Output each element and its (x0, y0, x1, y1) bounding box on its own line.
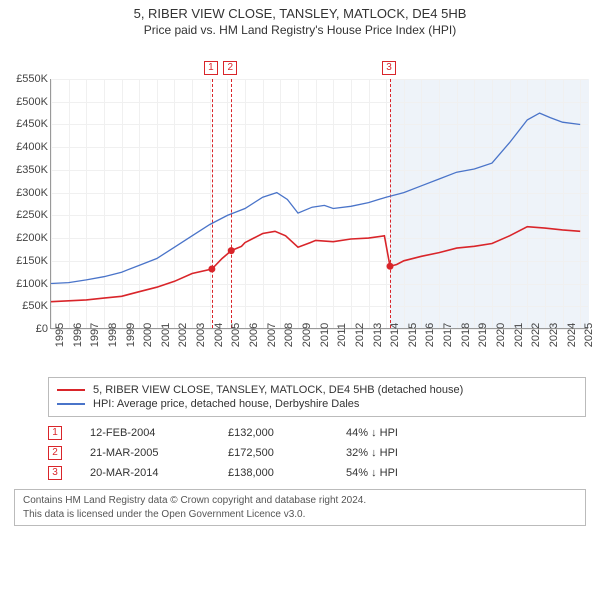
ytick-label: £200K (2, 232, 48, 244)
xtick-label: 2025 (583, 323, 595, 347)
xtick-label: 2016 (424, 323, 436, 347)
xtick-label: 1997 (89, 323, 101, 347)
event-number-box: 3 (48, 466, 62, 480)
series-svg (51, 79, 589, 329)
xtick-label: 1998 (107, 323, 119, 347)
chart: £0 £50K £100K £150K £200K £250K £300K £350K £400… (0, 39, 600, 369)
ytick-label: £100K (2, 278, 48, 290)
xtick-label: 2004 (213, 323, 225, 347)
xtick-label: 2011 (336, 323, 348, 347)
event-dot (387, 263, 394, 270)
legend-swatch (57, 403, 85, 405)
xtick-label: 2005 (230, 323, 242, 347)
event-row: 3 20-MAR-2014 £138,000 54% ↓ HPI (48, 463, 586, 483)
xtick-label: 2000 (142, 323, 154, 347)
event-number-box: 2 (48, 446, 62, 460)
event-date: 20-MAR-2014 (90, 467, 200, 479)
event-price: £138,000 (228, 467, 318, 479)
event-price: £132,000 (228, 427, 318, 439)
legend-item: HPI: Average price, detached house, Derb… (57, 398, 577, 410)
event-dot (228, 247, 235, 254)
xtick-label: 2012 (354, 323, 366, 347)
title-subtitle: Price paid vs. HM Land Registry's House … (8, 23, 592, 37)
footer-license: Contains HM Land Registry data © Crown c… (14, 489, 586, 526)
xtick-label: 2001 (160, 323, 172, 347)
xtick-label: 2013 (372, 323, 384, 347)
xtick-label: 2022 (530, 323, 542, 347)
event-delta: 44% ↓ HPI (346, 427, 436, 439)
ytick-label: £550K (2, 73, 48, 85)
xtick-label: 2017 (442, 323, 454, 347)
xtick-label: 2010 (319, 323, 331, 347)
title-address: 5, RIBER VIEW CLOSE, TANSLEY, MATLOCK, D… (8, 6, 592, 21)
event-row: 2 21-MAR-2005 £172,500 32% ↓ HPI (48, 443, 586, 463)
xtick-label: 2018 (460, 323, 472, 347)
event-marker-box: 3 (382, 61, 396, 75)
xtick-label: 2020 (495, 323, 507, 347)
xtick-label: 2021 (513, 323, 525, 347)
xtick-label: 2023 (548, 323, 560, 347)
xtick-label: 1996 (72, 323, 84, 347)
legend-label: 5, RIBER VIEW CLOSE, TANSLEY, MATLOCK, D… (93, 384, 463, 396)
events-table: 1 12-FEB-2004 £132,000 44% ↓ HPI 2 21-MAR-200… (48, 423, 586, 483)
event-marker-box: 1 (204, 61, 218, 75)
series-hpi (51, 113, 580, 283)
xtick-label: 2007 (266, 323, 278, 347)
event-number-box: 1 (48, 426, 62, 440)
xtick-label: 2008 (283, 323, 295, 347)
event-delta: 32% ↓ HPI (346, 447, 436, 459)
xtick-label: 2024 (566, 323, 578, 347)
footer-line1: Contains HM Land Registry data © Crown c… (23, 494, 577, 508)
ytick-label: £450K (2, 118, 48, 130)
xtick-label: 2009 (301, 323, 313, 347)
xtick-label: 1999 (125, 323, 137, 347)
plot-area (50, 79, 588, 329)
xtick-label: 2015 (407, 323, 419, 347)
footer-line2: This data is licensed under the Open Gov… (23, 508, 577, 522)
event-marker-box: 2 (223, 61, 237, 75)
event-price: £172,500 (228, 447, 318, 459)
ytick-label: £350K (2, 164, 48, 176)
xtick-label: 2002 (177, 323, 189, 347)
legend: 5, RIBER VIEW CLOSE, TANSLEY, MATLOCK, D… (48, 377, 586, 417)
xtick-label: 1995 (54, 323, 66, 347)
event-date: 12-FEB-2004 (90, 427, 200, 439)
figure: 5, RIBER VIEW CLOSE, TANSLEY, MATLOCK, D… (0, 0, 600, 526)
ytick-label: £250K (2, 209, 48, 221)
ytick-label: £50K (2, 300, 48, 312)
xtick-label: 2003 (195, 323, 207, 347)
xtick-label: 2014 (389, 323, 401, 347)
event-dot (208, 266, 215, 273)
event-date: 21-MAR-2005 (90, 447, 200, 459)
legend-item: 5, RIBER VIEW CLOSE, TANSLEY, MATLOCK, D… (57, 384, 577, 396)
titles: 5, RIBER VIEW CLOSE, TANSLEY, MATLOCK, D… (0, 0, 600, 39)
ytick-label: £150K (2, 255, 48, 267)
xtick-label: 2006 (248, 323, 260, 347)
event-delta: 54% ↓ HPI (346, 467, 436, 479)
legend-swatch (57, 389, 85, 391)
xtick-label: 2019 (477, 323, 489, 347)
legend-label: HPI: Average price, detached house, Derb… (93, 398, 359, 410)
ytick-label: £0 (2, 323, 48, 335)
ytick-label: £400K (2, 141, 48, 153)
ytick-label: £300K (2, 187, 48, 199)
series-subject (51, 227, 580, 302)
event-row: 1 12-FEB-2004 £132,000 44% ↓ HPI (48, 423, 586, 443)
ytick-label: £500K (2, 96, 48, 108)
